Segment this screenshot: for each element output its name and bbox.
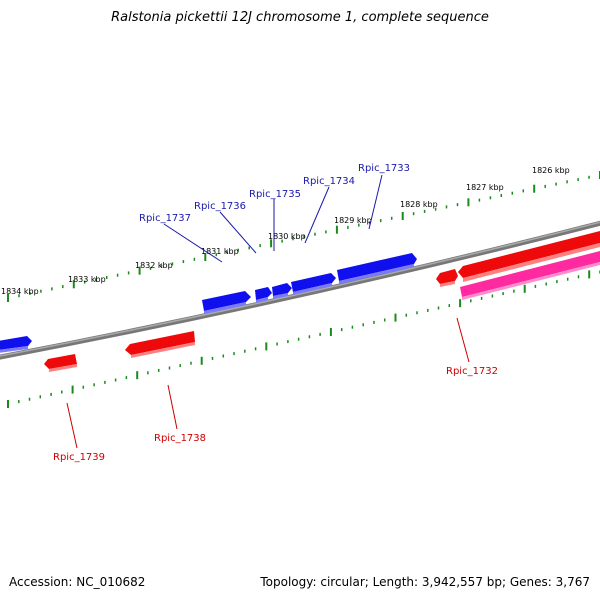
reverse-strand-genes — [44, 231, 600, 372]
leader-rpic-1739 — [66, 402, 78, 449]
gene-label-rpic-1732[interactable]: Rpic_1732 — [446, 366, 498, 377]
gene-rpic-1735-arrow[interactable] — [272, 283, 292, 296]
gene-rpic-1737-arrow[interactable] — [202, 291, 251, 311]
ruler-label-1829: 1829 kbp — [334, 216, 372, 225]
gene-label-rpic-1733[interactable]: Rpic_1733 — [358, 163, 410, 174]
gene-small-red-arrow[interactable] — [436, 269, 458, 284]
chromosome-backbone — [0, 220, 600, 360]
ruler-label-1833: 1833 kbp — [68, 275, 106, 284]
leader-rpic-1734 — [304, 186, 330, 244]
leader-rpic-1732 — [456, 317, 470, 363]
gene-rpic-1732-arrow[interactable] — [458, 231, 600, 278]
ruler-label-1827: 1827 kbp — [466, 183, 504, 192]
accession-label: Accession: NC_010682 — [9, 575, 146, 589]
gene-rpic-1732-pink-arrow[interactable] — [460, 251, 600, 297]
gene-label-rpic-1734[interactable]: Rpic_1734 — [303, 176, 355, 187]
leader-rpic-1733 — [368, 174, 383, 230]
outer-tick-ring — [7, 171, 600, 302]
leader-rpic-1737 — [163, 223, 223, 263]
gene-rpic-1738-arrow[interactable] — [125, 331, 195, 355]
gene-partial-left-arrow[interactable] — [0, 336, 32, 350]
ruler-label-1834: 1834 kbp — [1, 287, 39, 296]
leader-rpic-1738 — [167, 384, 178, 430]
leader-rpic-1736 — [219, 211, 257, 254]
inner-tick-ring — [7, 270, 600, 408]
gene-label-rpic-1738[interactable]: Rpic_1738 — [154, 433, 206, 444]
ruler-label-1831: 1831 kbp — [201, 247, 239, 256]
gene-label-rpic-1736[interactable]: Rpic_1736 — [194, 201, 246, 212]
gene-label-rpic-1739[interactable]: Rpic_1739 — [53, 452, 105, 463]
reverse-leader-lines — [66, 317, 470, 449]
ruler-label-1832: 1832 kbp — [135, 261, 173, 270]
gene-rpic-1736-arrow[interactable] — [255, 287, 272, 300]
ruler-label-1830: 1830 kbp — [268, 232, 306, 241]
forward-strand-genes — [0, 253, 417, 353]
gene-rpic-1733-arrow[interactable] — [337, 253, 417, 281]
gene-label-rpic-1735[interactable]: Rpic_1735 — [249, 189, 301, 200]
ruler-label-1826: 1826 kbp — [532, 166, 570, 175]
forward-leader-lines — [163, 174, 383, 263]
gene-rpic-1739-arrow[interactable] — [44, 354, 77, 369]
ruler-label-1828: 1828 kbp — [400, 200, 438, 209]
sequence-summary: Topology: circular; Length: 3,942,557 bp… — [260, 575, 590, 589]
gene-rpic-1734-arrow[interactable] — [291, 273, 336, 292]
map-title: Ralstonia pickettii 12J chromosome 1, co… — [111, 10, 489, 25]
chromosome-backbone-highlight — [0, 221, 600, 357]
gene-label-rpic-1737[interactable]: Rpic_1737 — [139, 213, 191, 224]
